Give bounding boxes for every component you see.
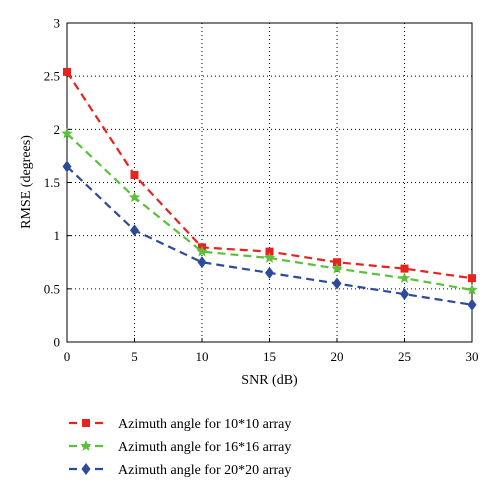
legend-label: Azimuth angle for 10*10 array — [118, 417, 291, 432]
series-group — [61, 67, 478, 311]
y-tick-label: 2 — [54, 122, 61, 137]
y-tick-label: 1.5 — [44, 175, 60, 190]
data-point — [400, 264, 409, 273]
x-tick-label: 30 — [466, 349, 479, 364]
legend-label: Azimuth angle for 20*20 array — [118, 463, 291, 478]
legend-marker — [82, 419, 90, 427]
data-point — [468, 274, 476, 283]
data-point — [263, 252, 276, 263]
y-tick-label: 0.5 — [44, 281, 60, 296]
legend-marker — [81, 463, 91, 475]
data-point — [196, 245, 208, 257]
legend-marker — [80, 440, 92, 451]
legend-label: Azimuth angle for 16*16 array — [118, 440, 291, 455]
series-2 — [61, 127, 478, 295]
data-point — [130, 171, 139, 180]
data-point — [128, 191, 141, 203]
y-tick-label: 2.5 — [44, 69, 60, 84]
data-point — [265, 266, 274, 279]
x-tick-label: 0 — [64, 349, 71, 364]
data-point — [197, 256, 207, 269]
data-point — [398, 272, 411, 284]
legend-item: Azimuth angle for 16*16 array — [69, 440, 291, 455]
x-tick-labels: 0 5 10 15 20 25 30 — [64, 349, 479, 364]
legend: Azimuth angle for 10*10 array Azimuth ang… — [69, 417, 291, 478]
data-point — [130, 224, 139, 237]
data-point — [332, 277, 342, 290]
data-point — [333, 258, 341, 267]
data-point — [265, 247, 274, 256]
y-tick-labels: 0 0.5 1 1.5 2 2.5 3 — [44, 16, 60, 350]
y-tick-label: 3 — [54, 16, 61, 31]
data-point — [331, 262, 343, 274]
data-point — [63, 67, 71, 76]
x-tick-label: 15 — [263, 349, 276, 364]
y-tick-label: 1 — [54, 228, 61, 243]
data-point — [466, 283, 478, 295]
x-tick-label: 5 — [131, 349, 138, 364]
y-axis-label: RMSE (degrees) — [19, 135, 34, 229]
data-point — [61, 127, 73, 139]
x-tick-label: 10 — [196, 349, 209, 364]
x-tick-label: 20 — [331, 349, 344, 364]
legend-item: Azimuth angle for 20*20 array — [69, 463, 291, 478]
x-axis-label: SNR (dB) — [241, 373, 298, 388]
data-point — [467, 298, 477, 311]
data-point — [62, 160, 72, 173]
data-point — [400, 288, 409, 301]
y-tick-label: 0 — [54, 335, 61, 350]
legend-item: Azimuth angle for 10*10 array — [69, 417, 291, 432]
series-3 — [62, 160, 477, 311]
x-tick-label: 25 — [398, 349, 411, 364]
